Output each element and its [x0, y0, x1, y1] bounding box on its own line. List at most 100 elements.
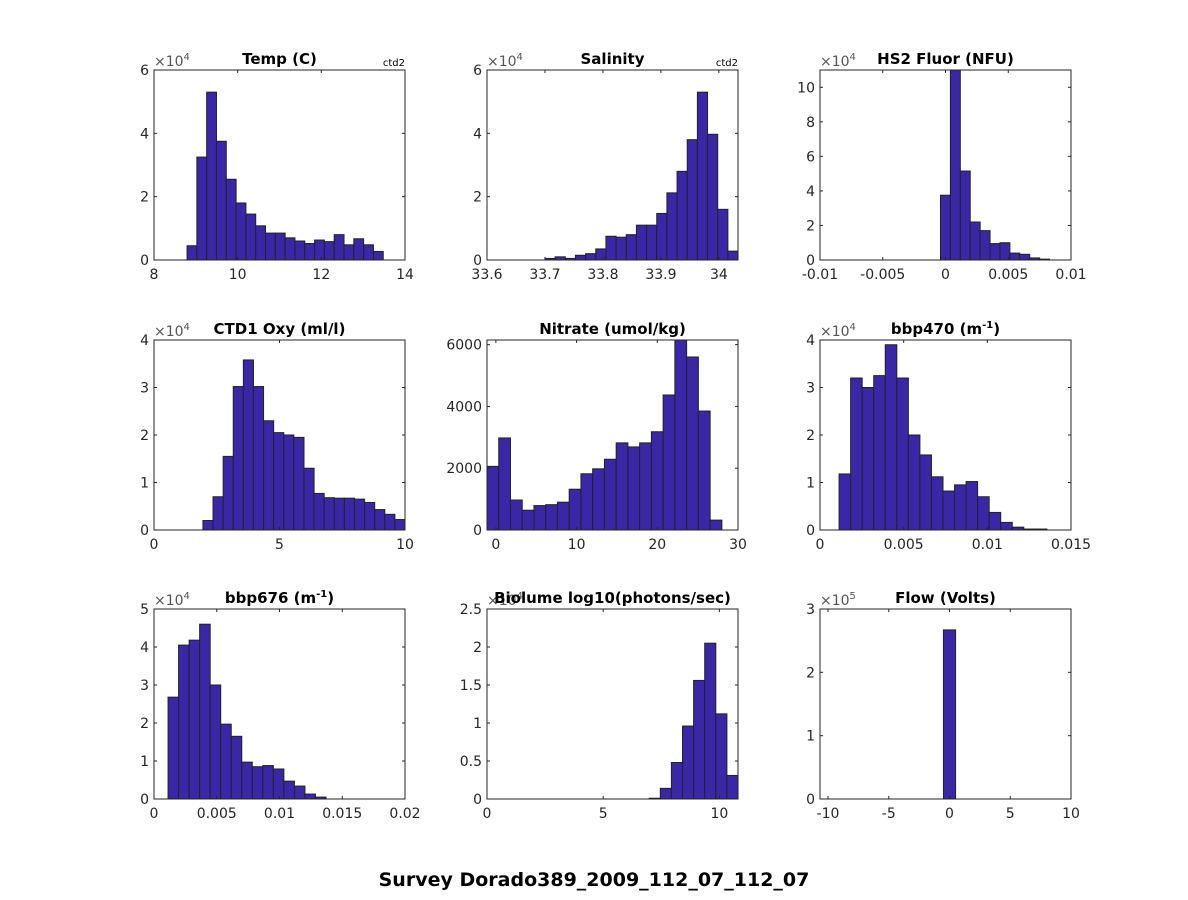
histogram-bar	[374, 509, 386, 530]
histogram-bar	[222, 455, 234, 530]
histogram-panel-5: 0 10 20 30 0 2000 4000 6000 Nitrate (umol/kg)	[446, 320, 747, 553]
histogram-bar	[650, 431, 664, 530]
title-text: HS2 Fluor (NFU)	[877, 50, 1014, 68]
bars	[838, 344, 1048, 530]
histogram-bar	[988, 511, 1002, 530]
x-tick-label: 33.6	[471, 267, 502, 283]
multiplier-text: ×10	[487, 593, 517, 609]
exponent-text: 4	[850, 52, 856, 63]
axis-exponent-label: ×104	[154, 322, 190, 340]
exponent-text: 4	[517, 52, 523, 63]
x-tick-label: 5	[599, 806, 608, 822]
x-tick-label: 33.9	[645, 267, 676, 283]
y-tick-label: 1.5	[460, 678, 482, 694]
x-tick-label: 0	[816, 537, 825, 553]
x-tick-label: 0.01	[972, 537, 1003, 553]
y-tick-label: 2	[473, 190, 482, 206]
y-tick-label: 2	[806, 665, 815, 681]
x-tick-label: 0.015	[322, 806, 362, 822]
corner-label: ctd2	[716, 58, 738, 69]
y-tick-label: 3	[140, 678, 149, 694]
title-text: bbp470 (m	[891, 320, 982, 338]
histogram-bar	[959, 170, 971, 260]
histogram-bar	[188, 639, 201, 799]
y-tick-label: 1	[806, 729, 815, 745]
x-tick-label: 30	[729, 537, 747, 553]
histogram-bar	[394, 519, 405, 530]
histogram-bar	[294, 240, 306, 260]
histogram-bar	[230, 735, 243, 799]
axis-exponent-label: ×104	[487, 591, 523, 609]
histogram-bar	[323, 241, 335, 260]
bars	[939, 70, 1051, 260]
panel-title: Nitrate (umol/kg)	[539, 320, 686, 338]
histogram-bar	[293, 436, 305, 530]
histogram-bar	[603, 458, 617, 530]
histogram-bar	[919, 454, 932, 530]
title-text: Nitrate (umol/kg)	[539, 320, 686, 338]
y-tick-label: 0	[473, 523, 482, 539]
panel-title: CTD1 Oxy (ml/l)	[214, 320, 346, 338]
histogram-bar	[225, 178, 237, 260]
histogram-bar	[676, 170, 688, 260]
bars	[487, 340, 723, 530]
y-tick-label: 6	[806, 149, 815, 165]
bars	[942, 629, 957, 799]
exponent-text: 4	[184, 322, 190, 333]
histogram-bar	[715, 713, 728, 799]
y-tick-label: 0	[473, 792, 482, 808]
title-text: Flow (Volts)	[895, 589, 996, 607]
y-tick-label: 0	[140, 792, 149, 808]
histogram-bar	[273, 432, 285, 530]
histogram-bar	[196, 156, 208, 260]
x-tick-label: 0.005	[988, 267, 1028, 283]
x-tick-label: -0.005	[860, 267, 905, 283]
x-tick-label: 0	[150, 537, 159, 553]
histogram-bar	[241, 761, 253, 799]
multiplier-text: ×10	[487, 54, 517, 70]
axes-frame	[819, 608, 1072, 800]
x-tick-label: 0.005	[197, 806, 237, 822]
x-tick-label: 10	[396, 537, 414, 553]
histogram-bar	[521, 509, 535, 530]
histogram-bar	[939, 194, 951, 260]
panel-title: Biolume log10(photons/sec)	[494, 589, 731, 607]
histogram-bar	[693, 679, 706, 799]
histogram-bar	[639, 442, 652, 530]
multiplier-text: ×10	[820, 593, 850, 609]
y-tick-label: 4	[806, 333, 815, 349]
histogram-bar	[178, 644, 190, 799]
histogram-bar	[232, 386, 244, 530]
histogram-bar	[363, 244, 374, 260]
histogram-bar	[487, 465, 500, 530]
histogram-bar	[625, 234, 637, 260]
histogram-bar	[251, 766, 264, 799]
panel-title: HS2 Fluor (NFU)	[877, 50, 1014, 68]
histogram-bar	[666, 192, 678, 260]
panel-title: Temp (C)	[242, 50, 317, 68]
histogram-bar	[884, 344, 898, 530]
histogram-bar	[726, 774, 738, 799]
multiplier-text: ×10	[154, 324, 184, 340]
panel-title: Flow (Volts)	[895, 589, 996, 607]
x-tick-label: 0.005	[884, 537, 924, 553]
histogram-bar	[873, 375, 886, 530]
histogram-bar	[353, 498, 366, 530]
y-tick-label: 4	[140, 126, 149, 142]
title-superscript: -1	[316, 589, 327, 600]
histogram-bar	[265, 232, 276, 260]
axis-exponent-label: ×104	[154, 52, 190, 70]
histogram-bar	[646, 224, 658, 260]
histogram-bar	[615, 442, 629, 530]
histogram-bar	[682, 725, 695, 799]
bars	[648, 642, 738, 799]
histogram-bar	[206, 91, 217, 260]
x-tick-label: 14	[396, 267, 414, 283]
histogram-bar	[556, 501, 570, 530]
histogram-bar	[709, 519, 723, 530]
corner-label: ctd2	[383, 58, 405, 69]
